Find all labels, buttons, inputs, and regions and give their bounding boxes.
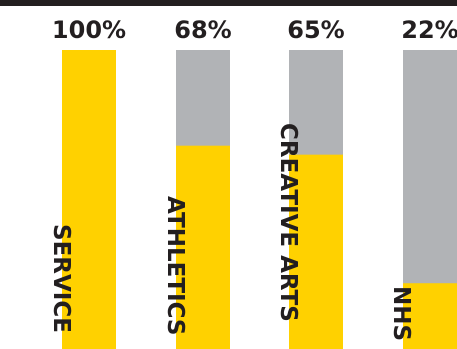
value-label-service: 100% bbox=[52, 16, 126, 44]
bar-fill-nhs bbox=[403, 283, 457, 349]
category-label-athletics: ATHLETICS bbox=[162, 196, 188, 335]
category-label-creative-arts: CREATIVE ARTS bbox=[275, 123, 301, 322]
bars-group bbox=[62, 50, 457, 349]
bar-fill-athletics bbox=[176, 145, 230, 349]
value-labels-group: 100% 68% 65% 22% bbox=[52, 16, 457, 44]
category-label-service: SERVICE bbox=[48, 224, 74, 333]
value-label-athletics: 68% bbox=[174, 16, 231, 44]
bar-fill-creative-arts bbox=[289, 154, 343, 349]
bar-fill-service bbox=[62, 50, 116, 349]
category-labels-group: SERVICE ATHLETICS CREATIVE ARTS NHS bbox=[48, 123, 414, 341]
category-label-nhs: NHS bbox=[388, 286, 414, 341]
top-bar bbox=[0, 0, 457, 6]
value-label-creative-arts: 65% bbox=[287, 16, 344, 44]
value-label-nhs: 22% bbox=[401, 16, 457, 44]
